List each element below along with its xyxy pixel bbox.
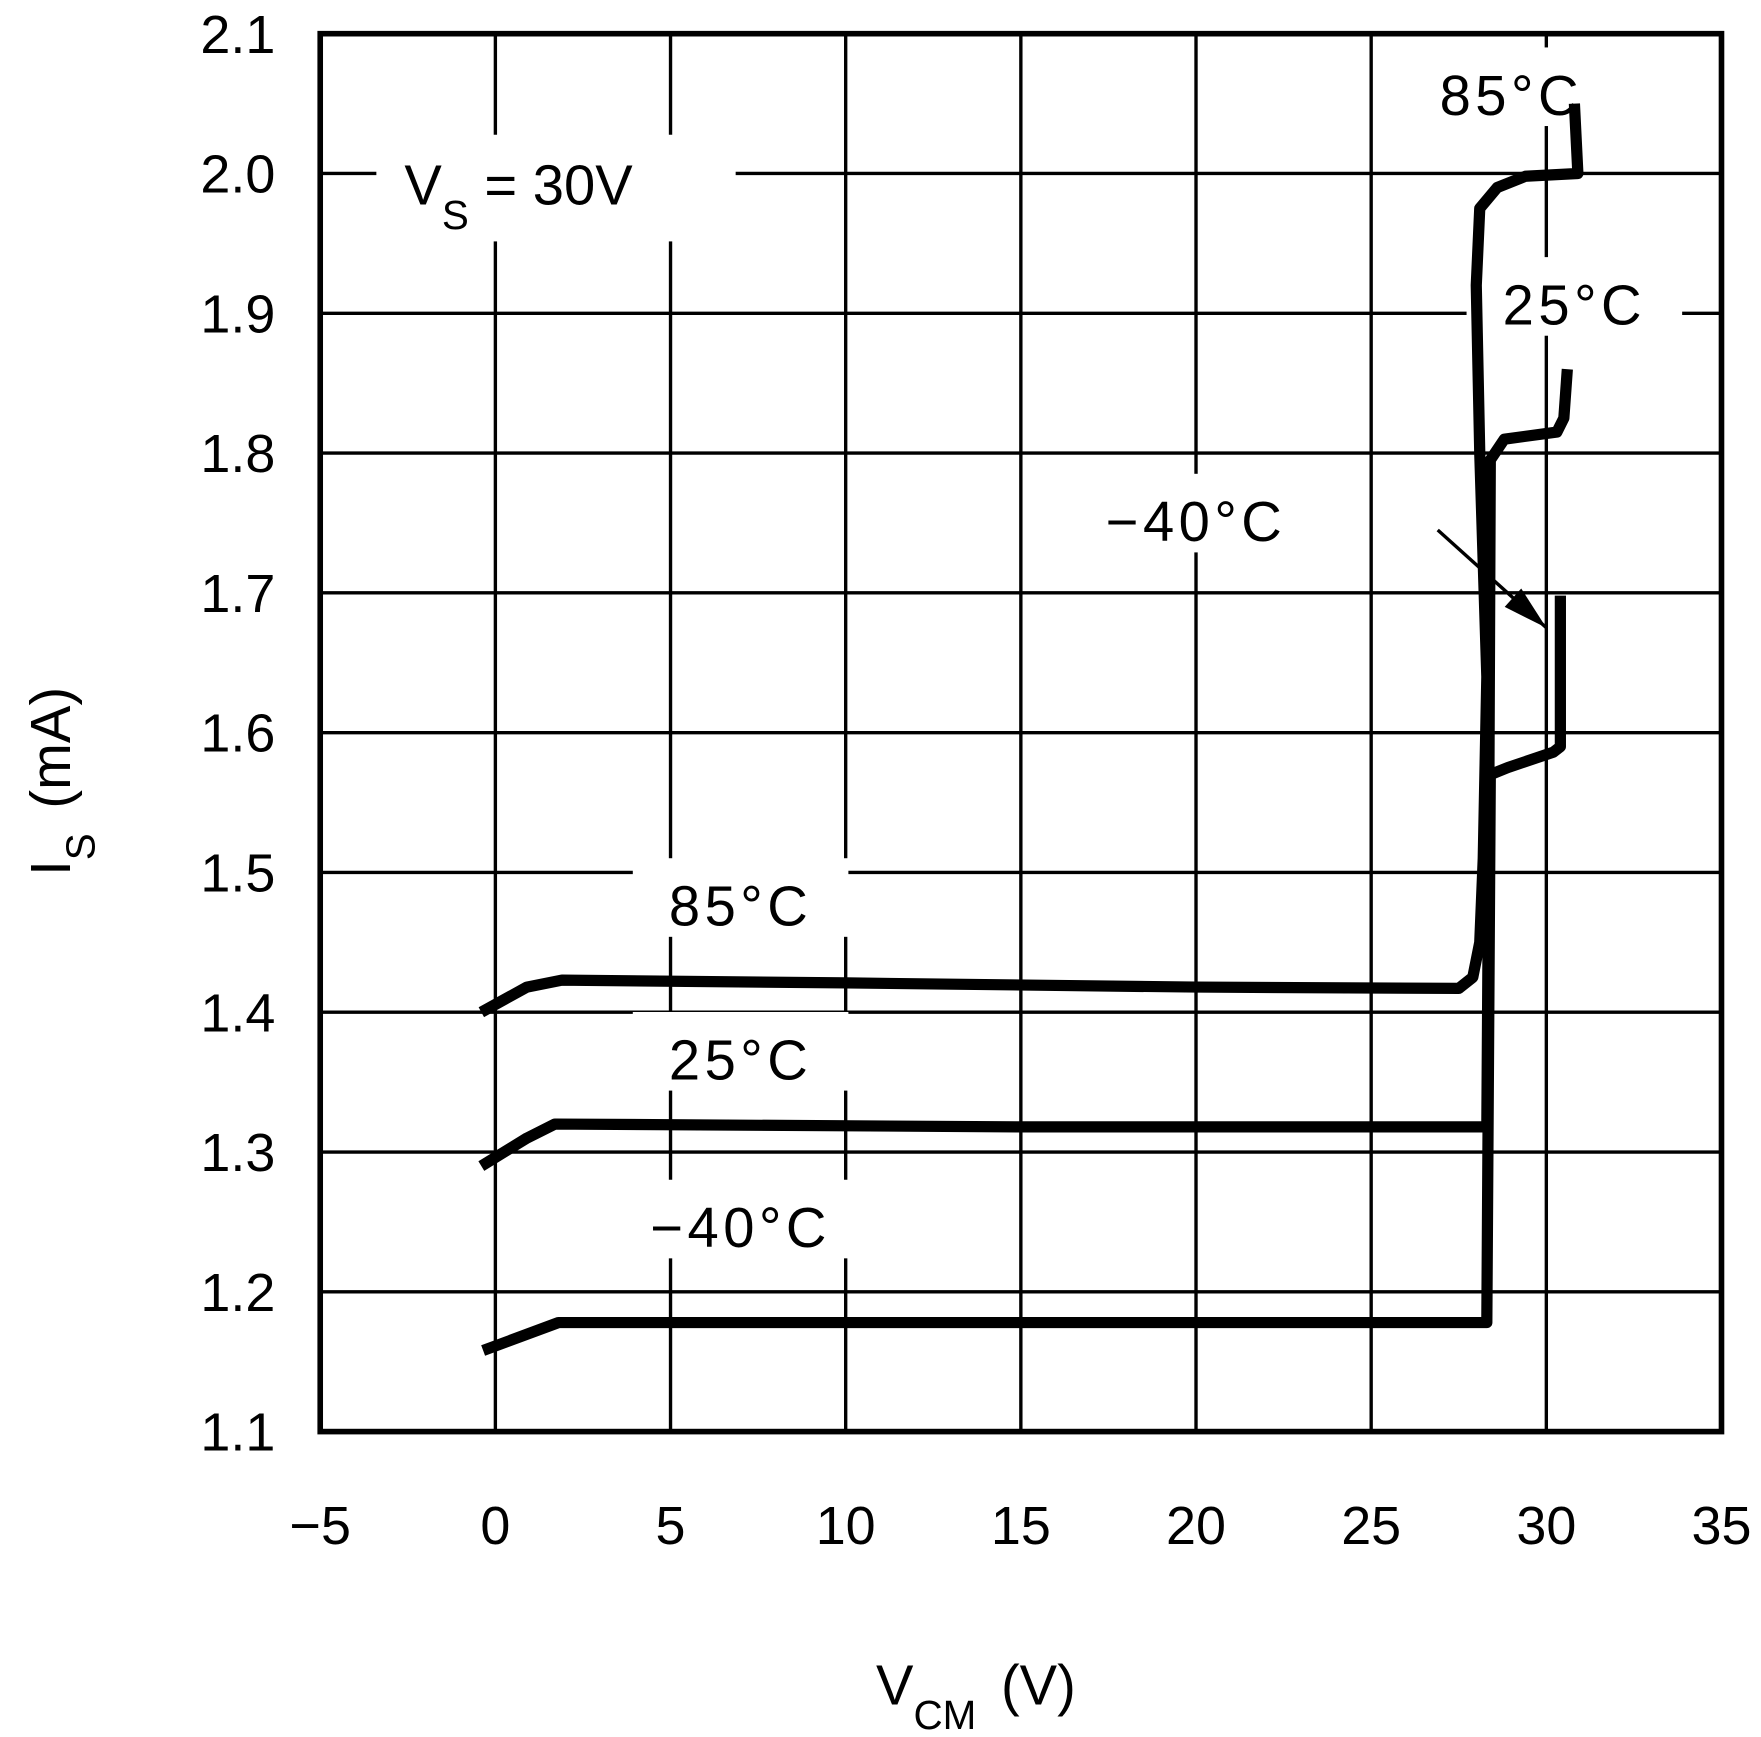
curve-label: 25°C bbox=[1503, 273, 1646, 336]
y-tick-label: 1.5 bbox=[200, 844, 275, 904]
curve-label: 85°C bbox=[1440, 64, 1583, 127]
series-line-2 bbox=[481, 595, 1566, 1356]
y-tick-label: 1.6 bbox=[200, 704, 275, 764]
label-background bbox=[1403, 47, 1620, 127]
x-tick-label: 10 bbox=[816, 1496, 876, 1556]
tick-labels: −5 0 5 10 15 20 25 30 35 1.1 1.2 1.3 1.4 1.5 1.6 1.7 1.8… bbox=[200, 5, 1751, 1556]
curve-label: 25°C bbox=[669, 1028, 812, 1091]
y-tick-label: 2.0 bbox=[200, 145, 275, 205]
x-tick-label: 15 bbox=[991, 1496, 1051, 1556]
y-tick-label: 1.8 bbox=[200, 424, 275, 484]
grid bbox=[320, 33, 1722, 1432]
x-tick-label: 30 bbox=[1516, 1496, 1576, 1556]
y-tick-label: 2.1 bbox=[200, 5, 275, 65]
y-tick-label: 1.3 bbox=[200, 1123, 275, 1183]
annotation-background bbox=[376, 134, 736, 242]
curve-label: 85°C bbox=[669, 875, 812, 938]
y-tick-label: 1.4 bbox=[200, 983, 275, 1043]
x-axis-label: VCM (V) bbox=[876, 1653, 1076, 1737]
label-background bbox=[611, 1179, 870, 1259]
x-tick-label: 25 bbox=[1341, 1496, 1401, 1556]
curve-label: −40°C bbox=[650, 1196, 831, 1259]
annotation-arrow-head bbox=[1504, 588, 1547, 628]
y-tick-label: 1.9 bbox=[200, 284, 275, 344]
label-backgrounds bbox=[376, 47, 1683, 1259]
label-background bbox=[1066, 473, 1326, 553]
plot-frame bbox=[317, 30, 1725, 1435]
curve-label: −40°C bbox=[1106, 490, 1287, 553]
y-tick-label: 1.2 bbox=[200, 1263, 275, 1323]
x-tick-label: 0 bbox=[480, 1496, 510, 1556]
x-tick-label: 5 bbox=[656, 1496, 686, 1556]
x-tick-label: 35 bbox=[1692, 1496, 1752, 1556]
curve-labels: 85°C 25°C −40°C 85°C 25°C −40°C bbox=[650, 64, 1646, 1259]
label-background bbox=[1466, 257, 1683, 336]
y-axis-label: IS(mA) bbox=[19, 687, 104, 876]
y-tick-label: 1.1 bbox=[200, 1403, 275, 1463]
series-lines bbox=[478, 103, 1584, 1356]
x-tick-label: 20 bbox=[1166, 1496, 1226, 1556]
x-tick-label: −5 bbox=[289, 1496, 350, 1556]
annotation-vs: VS = 30V bbox=[404, 153, 633, 238]
label-background bbox=[632, 858, 849, 937]
label-background bbox=[632, 1011, 849, 1091]
y-tick-label: 1.7 bbox=[200, 564, 275, 624]
